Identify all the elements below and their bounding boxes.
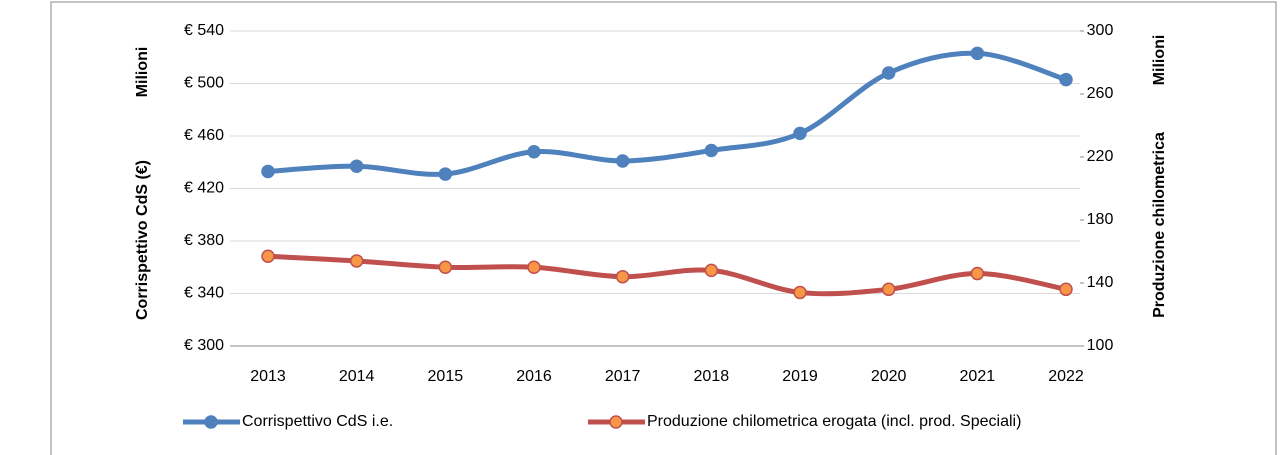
y2-axis-label: Produzione chilometrica	[1151, 132, 1168, 318]
point	[527, 145, 541, 159]
y-axis-unit: Milioni	[134, 47, 151, 98]
x-tick-label: 2018	[694, 368, 730, 385]
point	[527, 260, 541, 274]
point	[1059, 282, 1073, 297]
y2-tick-label: 260	[1087, 85, 1114, 102]
x-tick-label: 2020	[871, 368, 907, 385]
point	[438, 167, 453, 181]
y2-tick-label: 100	[1087, 337, 1114, 354]
chart-frame	[50, 1, 1277, 455]
point	[615, 269, 630, 284]
x-tick-label: 2016	[516, 368, 552, 385]
point	[261, 249, 275, 263]
legend-marker	[609, 415, 623, 429]
point	[881, 282, 896, 297]
y2-tick-label: 220	[1087, 148, 1114, 165]
y-axis-label: Corrispettivo CdS (€)	[134, 160, 151, 320]
y-tick-label: € 540	[184, 22, 224, 39]
x-tick-label: 2013	[250, 368, 286, 385]
point	[704, 263, 719, 278]
y2-axis-unit: Milioni	[1151, 35, 1168, 86]
point	[438, 260, 453, 274]
y-tick-label: € 340	[184, 285, 224, 302]
y2-tick-label: 300	[1087, 22, 1114, 39]
y-tick-label: € 500	[184, 75, 224, 92]
x-tick-label: 2022	[1048, 368, 1084, 385]
x-tick-label: 2015	[428, 368, 464, 385]
point	[349, 159, 364, 173]
x-tick-label: 2019	[782, 368, 818, 385]
y2-tick-label: 180	[1087, 211, 1114, 228]
legend-label: Produzione chilometrica erogata (incl. p…	[647, 413, 1021, 430]
series-line	[265, 50, 1069, 177]
point	[261, 164, 275, 179]
point	[970, 46, 985, 61]
legend-marker	[204, 415, 218, 429]
point	[615, 154, 630, 168]
point	[970, 266, 985, 281]
x-tick-label: 2014	[339, 368, 375, 385]
point	[793, 126, 807, 141]
y-tick-label: € 420	[184, 180, 224, 197]
y-tick-label: € 300	[184, 337, 224, 354]
y2-tick-label: 140	[1087, 274, 1114, 291]
x-tick-label: 2017	[605, 368, 641, 385]
point	[704, 143, 719, 158]
point	[349, 254, 364, 268]
point	[1059, 72, 1073, 87]
legend-label: Corrispettivo CdS i.e.	[242, 413, 393, 430]
x-tick-label: 2021	[960, 368, 996, 385]
point	[793, 285, 807, 300]
point	[881, 66, 896, 80]
y-tick-label: € 460	[184, 127, 224, 144]
series-line	[265, 253, 1069, 297]
y-tick-label: € 380	[184, 232, 224, 249]
